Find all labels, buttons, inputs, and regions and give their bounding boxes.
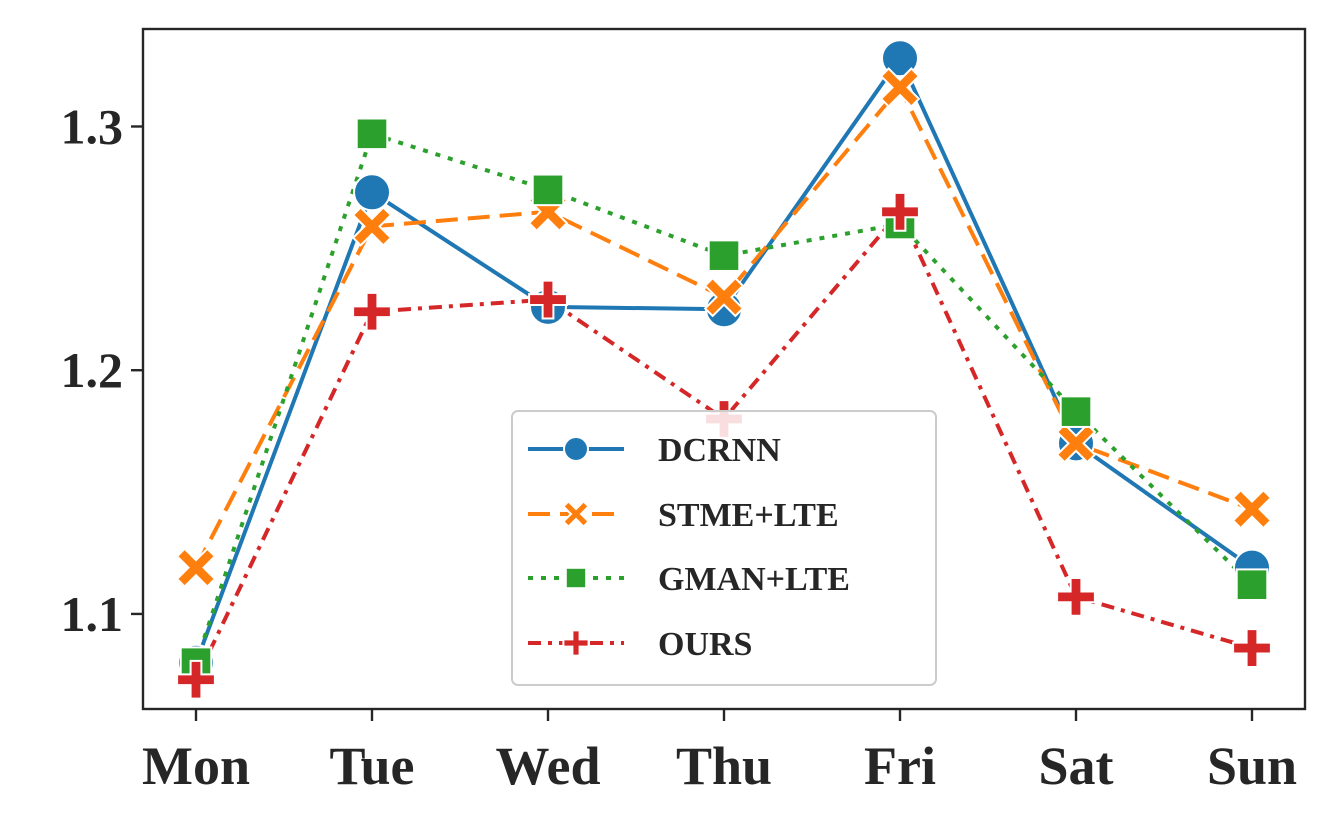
legend-box bbox=[511, 410, 937, 686]
data-point-2-1 bbox=[355, 117, 389, 151]
data-point-3-2 bbox=[528, 279, 568, 320]
data-point-3-5 bbox=[1056, 576, 1096, 617]
data-point-1-1 bbox=[351, 206, 393, 247]
legend: DCRNN STME+LTE GMAN+LTE OURS bbox=[511, 410, 937, 686]
y-tick-label-1: 1.2 bbox=[61, 342, 124, 398]
series-markers bbox=[175, 39, 1273, 700]
data-point-3-6 bbox=[1232, 628, 1272, 668]
data-point-1-4 bbox=[879, 67, 921, 108]
x-tick-label-5: Sat bbox=[1038, 736, 1113, 796]
data-point-1-3 bbox=[703, 276, 745, 318]
data-point-2-5 bbox=[1059, 395, 1093, 428]
legend-label-0: DCRNN bbox=[658, 432, 781, 469]
data-point-3-4 bbox=[880, 191, 920, 232]
x-tick-label-3: Thu bbox=[676, 736, 772, 796]
data-point-3-1 bbox=[352, 291, 392, 332]
y-tick-label-2: 1.3 bbox=[61, 98, 124, 154]
x-tick-label-1: Tue bbox=[329, 736, 414, 796]
x-tick-label-4: Fri bbox=[864, 736, 936, 796]
x-axis: Mon Tue Wed Thu Fri Sat Sun bbox=[142, 709, 1297, 796]
legend-marker-0 bbox=[563, 436, 589, 462]
legend-label-3: OURS bbox=[658, 626, 752, 663]
data-point-0-1 bbox=[353, 173, 391, 212]
data-point-1-6 bbox=[1231, 488, 1273, 530]
legend-label-2: GMAN+LTE bbox=[658, 561, 850, 598]
y-axis: 1.1 1.2 1.3 bbox=[61, 98, 143, 642]
x-tick-label-2: Wed bbox=[495, 736, 600, 796]
x-tick-label-6: Sun bbox=[1207, 736, 1297, 796]
legend-marker-2 bbox=[564, 566, 588, 590]
data-point-1-5 bbox=[1055, 423, 1097, 464]
data-point-2-3 bbox=[707, 239, 741, 272]
legend-label-1: STME+LTE bbox=[658, 497, 839, 534]
legend-marker-3 bbox=[562, 629, 590, 657]
legend-marker-1 bbox=[561, 499, 591, 529]
y-tick-label-0: 1.1 bbox=[61, 586, 124, 642]
data-point-2-2 bbox=[531, 173, 565, 207]
data-point-3-0 bbox=[176, 659, 216, 700]
data-point-1-0 bbox=[175, 547, 217, 588]
data-point-2-6 bbox=[1235, 568, 1269, 601]
x-tick-label-0: Mon bbox=[142, 736, 250, 796]
data-point-0-4 bbox=[881, 39, 919, 78]
